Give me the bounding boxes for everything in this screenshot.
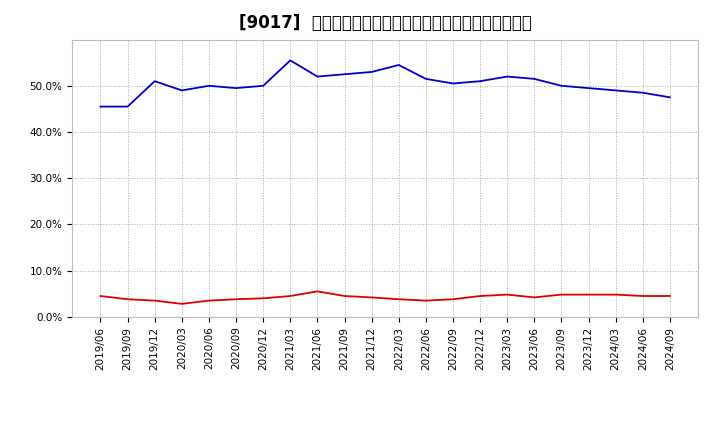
有利子負債	[204, 83, 213, 88]
有利子負債	[639, 90, 647, 95]
現預金	[313, 289, 322, 294]
有利子負債	[286, 58, 294, 63]
現預金	[286, 293, 294, 299]
現預金	[476, 293, 485, 299]
有利子負債	[449, 81, 457, 86]
現預金	[259, 296, 268, 301]
有利子負債	[584, 85, 593, 91]
現預金	[557, 292, 566, 297]
有利子負債	[665, 95, 674, 100]
現預金	[584, 292, 593, 297]
有利子負債	[530, 76, 539, 81]
現預金	[96, 293, 105, 299]
現預金	[611, 292, 620, 297]
有利子負債	[341, 72, 349, 77]
現預金	[421, 298, 430, 303]
現預金	[150, 298, 159, 303]
現預金	[123, 297, 132, 302]
有利子負債	[367, 69, 376, 74]
現預金	[449, 297, 457, 302]
有利子負債	[395, 62, 403, 68]
現預金	[395, 297, 403, 302]
有利子負債	[313, 74, 322, 79]
有利子負債	[557, 83, 566, 88]
有利子負債	[611, 88, 620, 93]
有利子負債	[178, 88, 186, 93]
現預金	[178, 301, 186, 307]
有利子負債	[123, 104, 132, 109]
有利子負債	[503, 74, 511, 79]
現預金	[503, 292, 511, 297]
Title: [9017]  現預金、有利子負債の総資産に対する比率の推移: [9017] 現預金、有利子負債の総資産に対する比率の推移	[239, 15, 531, 33]
現預金	[530, 295, 539, 300]
Line: 現預金: 現預金	[101, 291, 670, 304]
現預金	[341, 293, 349, 299]
現預金	[367, 295, 376, 300]
有利子負債	[96, 104, 105, 109]
有利子負債	[476, 78, 485, 84]
有利子負債	[421, 76, 430, 81]
有利子負債	[259, 83, 268, 88]
現預金	[639, 293, 647, 299]
現預金	[665, 293, 674, 299]
現預金	[204, 298, 213, 303]
Line: 有利子負債: 有利子負債	[101, 60, 670, 106]
現預金	[232, 297, 240, 302]
有利子負債	[232, 85, 240, 91]
有利子負債	[150, 78, 159, 84]
